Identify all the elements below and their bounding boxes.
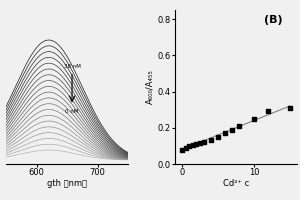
Point	[266, 110, 271, 113]
X-axis label: gth （nm）: gth （nm）	[47, 179, 87, 188]
Text: 38 nM: 38 nM	[64, 64, 80, 69]
Point	[197, 142, 202, 145]
Text: 0 nM: 0 nM	[65, 109, 79, 114]
Point	[201, 141, 206, 144]
Point	[187, 144, 191, 147]
Point	[237, 124, 242, 128]
Point	[179, 148, 184, 151]
Text: (B): (B)	[264, 15, 282, 25]
Point	[190, 143, 195, 147]
Y-axis label: A₆₀₀/A₄₅₅: A₆₀₀/A₄₅₅	[146, 70, 154, 104]
Point	[183, 146, 188, 149]
Point	[194, 142, 199, 146]
Point	[251, 117, 256, 120]
X-axis label: Cd²⁺ c: Cd²⁺ c	[223, 179, 249, 188]
Point	[287, 106, 292, 109]
Point	[230, 128, 235, 131]
Point	[208, 138, 213, 141]
Point	[223, 132, 227, 135]
Point	[215, 135, 220, 138]
